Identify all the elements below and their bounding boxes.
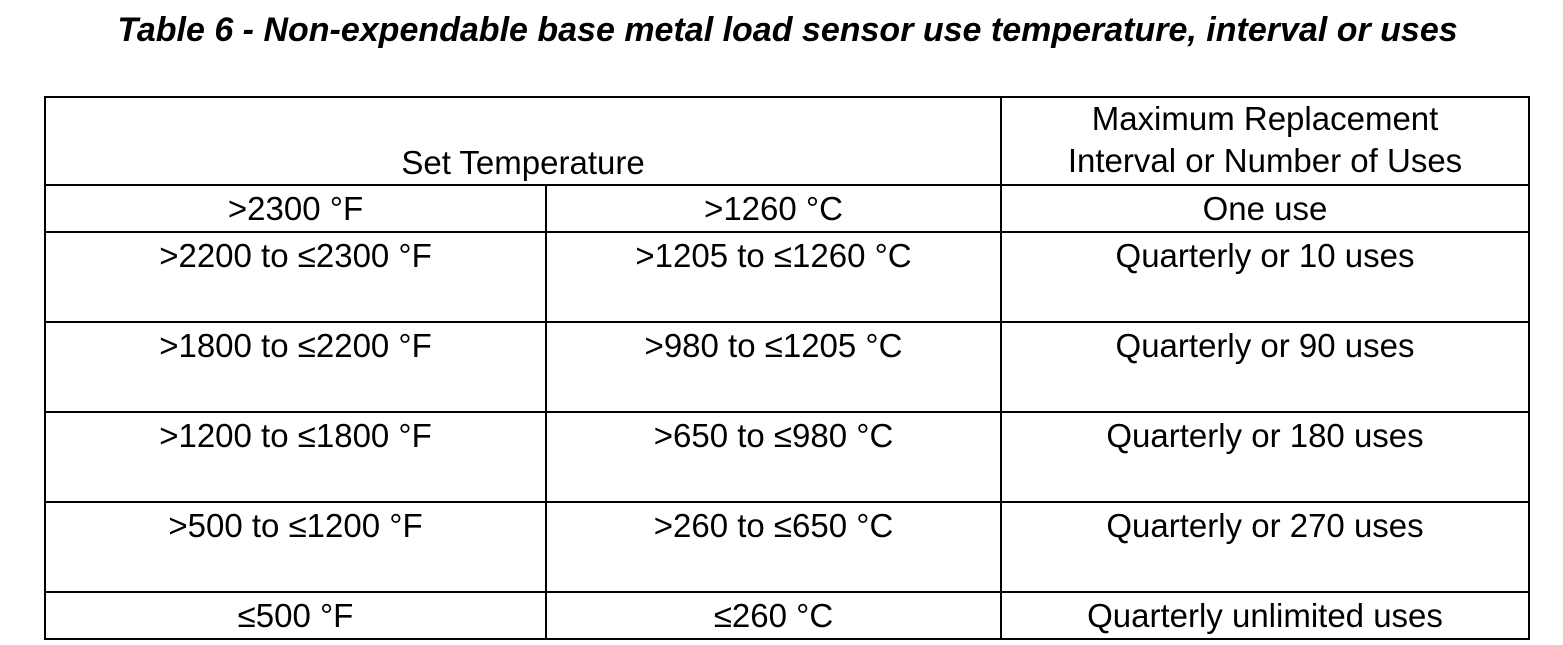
table-cell: ≤500 °F <box>44 591 547 640</box>
table-cell: >1800 to ≤2200 °F <box>44 321 547 413</box>
table-cell: >1260 °C <box>544 184 1003 233</box>
table-cell: Quarterly or 180 uses <box>1000 411 1531 503</box>
table-body: Set Temperature Maximum Replacement Inte… <box>43 96 1531 640</box>
table-cell: >2300 °F <box>44 184 547 233</box>
table-cell: Quarterly unlimited uses <box>1000 591 1531 640</box>
table-cell: Quarterly or 10 uses <box>1000 231 1531 323</box>
table-title: Table 6 - Non-expendable base metal load… <box>117 11 1458 49</box>
table-cell: >2200 to ≤2300 °F <box>44 231 547 323</box>
table-row: >2200 to ≤2300 °F >1205 to ≤1260 °C Quarte… <box>44 231 1531 323</box>
table-cell: >1200 to ≤1800 °F <box>44 411 547 503</box>
table-row: >2300 °F >1260 °C One use <box>44 184 1531 233</box>
table-row: ≤500 °F ≤260 °C Quarterly unlimited uses <box>44 591 1531 640</box>
table-cell: Quarterly or 270 uses <box>1000 501 1531 593</box>
data-table: Set Temperature Maximum Replacement Inte… <box>43 96 1531 640</box>
table-cell: >1205 to ≤1260 °C <box>544 231 1003 323</box>
table-cell: One use <box>1000 184 1531 233</box>
table-cell: >980 to ≤1205 °C <box>544 321 1003 413</box>
header-cell: Maximum Replacement Interval or Number o… <box>1000 96 1531 186</box>
header-cell: Set Temperature <box>43 96 1003 186</box>
table-cell: >650 to ≤980 °C <box>544 411 1003 503</box>
header-row: Set Temperature Maximum Replacement Inte… <box>43 96 1531 186</box>
table-row: >1800 to ≤2200 °F >980 to ≤1205 °C Quarter… <box>44 321 1531 413</box>
table-row: >500 to ≤1200 °F >260 to ≤650 °C Quarterly… <box>44 501 1531 593</box>
table-row: >1200 to ≤1800 °F >650 to ≤980 °C Quarterl… <box>44 411 1531 503</box>
table-cell: >260 to ≤650 °C <box>544 501 1003 593</box>
table-cell: ≤260 °C <box>544 591 1003 640</box>
table-cell: Quarterly or 90 uses <box>1000 321 1531 413</box>
table-cell: >500 to ≤1200 °F <box>44 501 547 593</box>
